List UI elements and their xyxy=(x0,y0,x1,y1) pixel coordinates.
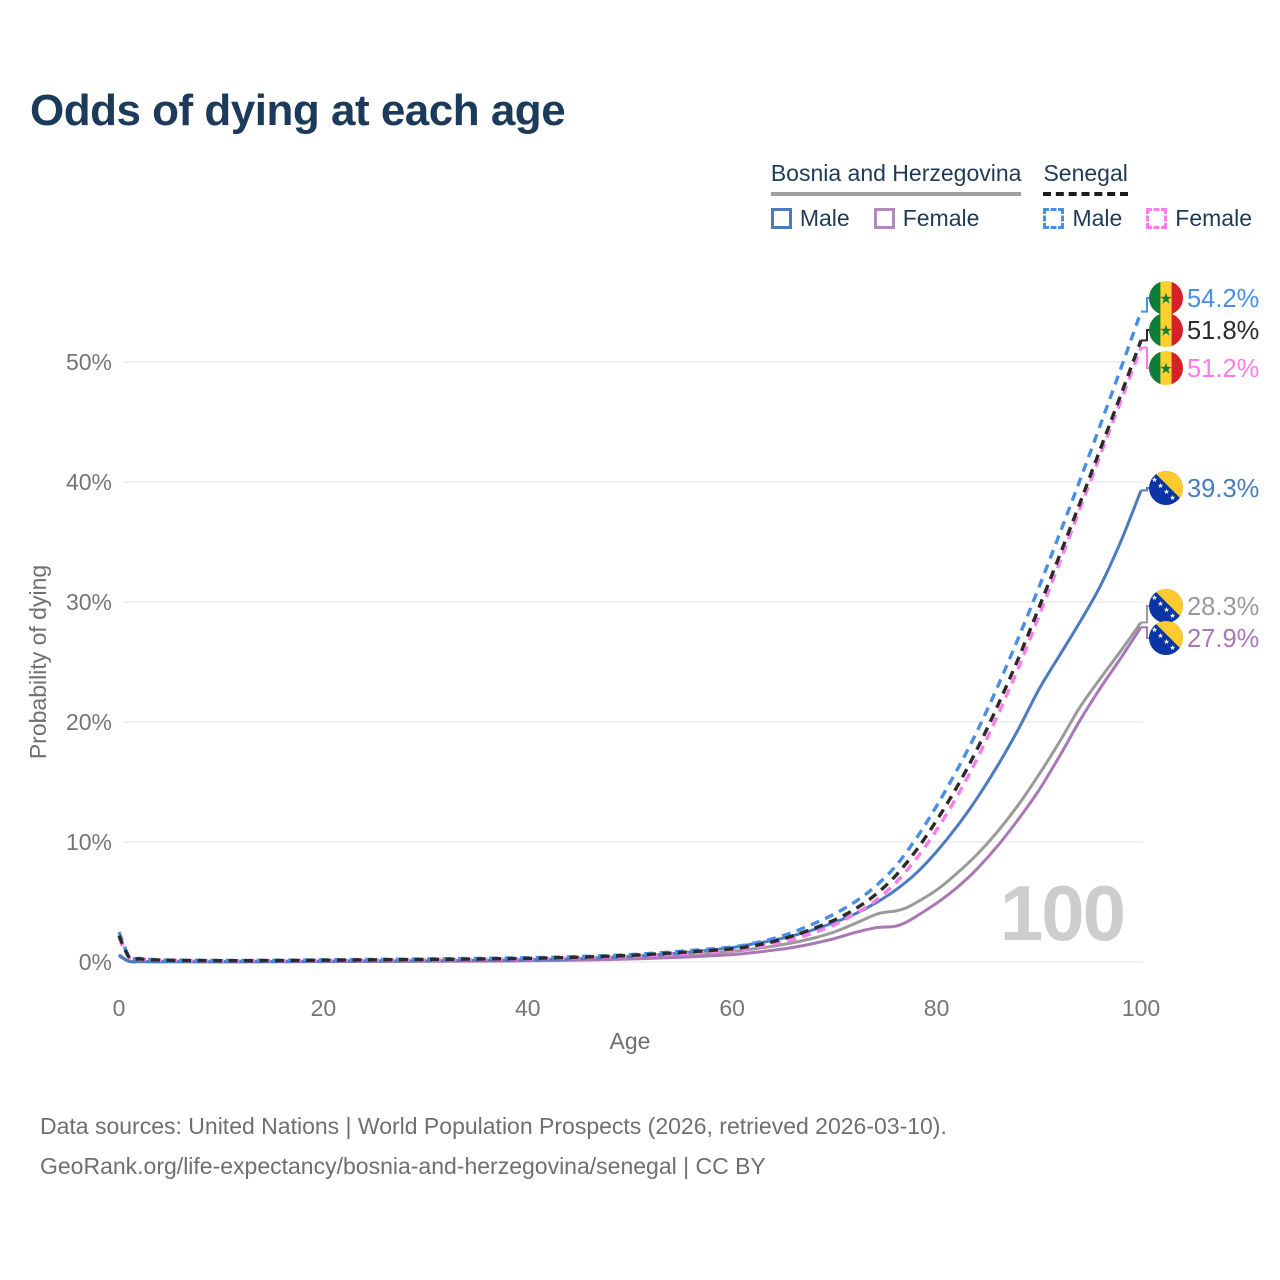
bosnia-flag-icon: ★★★★★ xyxy=(1149,589,1183,623)
flag-star-icon: ★ xyxy=(1159,361,1172,378)
end-value-label-senegal-male: 54.2% xyxy=(1187,285,1259,313)
footer-url-line: GeoRank.org/life-expectancy/bosnia-and-h… xyxy=(40,1153,766,1179)
flag-triangle-yellow xyxy=(1153,471,1183,501)
flag-star-icon: ★ xyxy=(1159,323,1172,340)
y-tick-label: 50% xyxy=(66,349,112,375)
end-value-label-senegal-female: 51.2% xyxy=(1187,355,1259,383)
flag-star-icon: ★ xyxy=(1157,632,1163,640)
x-tick-label: 60 xyxy=(719,995,745,1021)
legend-item-label: Male xyxy=(799,205,850,231)
y-tick-label: 10% xyxy=(66,829,112,855)
flag-star-icon: ★ xyxy=(1157,482,1163,490)
legend-items-row: Male Female xyxy=(1043,205,1252,232)
legend-item-senegal-female[interactable]: Female xyxy=(1146,205,1252,232)
legend: Bosnia and Herzegovina Male Female Senegal M… xyxy=(770,160,1252,232)
legend-swatch-icon xyxy=(873,208,895,229)
flag-star-icon: ★ xyxy=(1159,291,1172,308)
flag-triangle-yellow xyxy=(1153,589,1183,619)
flag-star-icon: ★ xyxy=(1163,638,1169,646)
series-line-bosnia-and-herzegovina-female xyxy=(118,626,1143,964)
series-line-senegal-male xyxy=(117,311,1143,963)
bosnia-flag-shape: ★★★★★ xyxy=(1149,589,1183,623)
legend-group-title[interactable]: Bosnia and Herzegovina xyxy=(770,160,1022,196)
footer: Data sources: United Nations | World Pop… xyxy=(40,1106,947,1186)
flag-star-icon: ★ xyxy=(1151,626,1157,634)
series-line-bosnia-and-herzegovina-male xyxy=(118,489,1143,964)
legend-item-label: Female xyxy=(902,205,980,231)
flag-star-icon: ★ xyxy=(1151,594,1157,602)
end-label-connector xyxy=(1141,487,1150,492)
legend-items-row: Male Female xyxy=(770,205,1022,232)
flag-stripe-green xyxy=(1149,313,1161,347)
x-tick-label: 80 xyxy=(924,995,950,1021)
end-value-label-bosnia-and-herzegovina-both-sexes: 28.3% xyxy=(1187,593,1259,621)
flag-star-icon: ★ xyxy=(1175,500,1181,508)
flag-stripe-green xyxy=(1149,351,1161,385)
flag-star-icon: ★ xyxy=(1151,476,1157,484)
y-tick-label: 30% xyxy=(66,589,112,615)
end-value-label-bosnia-and-herzegovina-male: 39.3% xyxy=(1187,475,1259,503)
legend-item-label: Male xyxy=(1072,205,1123,231)
legend-swatch-icon xyxy=(1146,208,1168,229)
end-value-label-senegal-both-sexes: 51.8% xyxy=(1187,317,1259,345)
footer-source-line: Data sources: United Nations | World Pop… xyxy=(40,1113,947,1139)
flag-stripe-red xyxy=(1171,281,1183,315)
legend-item-label: Female xyxy=(1175,205,1252,231)
bosnia-flag-shape: ★★★★★ xyxy=(1149,621,1183,658)
flag-star-icon: ★ xyxy=(1163,606,1169,614)
y-tick-label: 20% xyxy=(66,709,112,735)
page-title: Odds of dying at each age xyxy=(30,86,566,135)
end-label-connector xyxy=(1141,346,1150,369)
watermark-age-100: 100 xyxy=(1000,869,1124,957)
flag-star-icon: ★ xyxy=(1163,488,1169,496)
flag-star-icon: ★ xyxy=(1169,644,1175,652)
legend-swatch-icon xyxy=(1043,208,1065,229)
senegal-flag-icon: ★ xyxy=(1149,281,1183,315)
y-axis-title: Probability of dying xyxy=(25,565,51,759)
series-line-senegal-both-sexes xyxy=(117,339,1143,963)
x-tick-label: 40 xyxy=(515,995,541,1021)
end-label-connector xyxy=(1141,605,1150,624)
y-tick-label: 40% xyxy=(66,469,112,495)
x-tick-label: 100 xyxy=(1122,995,1160,1021)
x-tick-label: 0 xyxy=(113,995,126,1021)
flag-stripe-red xyxy=(1171,351,1183,385)
legend-group-senegal: Senegal Male Female xyxy=(1043,160,1252,232)
x-tick-label: 20 xyxy=(311,995,337,1021)
senegal-flag-shape: ★ xyxy=(1149,351,1183,385)
legend-group-bosnia-and-herzegovina: Bosnia and Herzegovina Male Female xyxy=(770,160,1022,232)
legend-item-senegal-male[interactable]: Male xyxy=(1043,205,1122,232)
bosnia-flag-icon: ★★★★★ xyxy=(1149,621,1183,658)
legend-item-bosnia-and-herzegovina-male[interactable]: Male xyxy=(770,205,850,232)
senegal-flag-icon: ★ xyxy=(1149,313,1183,347)
senegal-flag-shape: ★ xyxy=(1149,281,1183,315)
end-value-label-bosnia-and-herzegovina-female: 27.9% xyxy=(1187,625,1259,653)
legend-swatch-icon xyxy=(770,208,792,229)
x-axis-title: Age xyxy=(610,1028,651,1054)
end-label-connector xyxy=(1141,329,1150,342)
senegal-flag-icon: ★ xyxy=(1149,351,1183,385)
end-label-connector xyxy=(1141,297,1150,313)
flag-stripe-red xyxy=(1171,313,1183,347)
y-tick-label: 0% xyxy=(79,949,112,975)
flag-star-icon: ★ xyxy=(1169,612,1175,620)
bosnia-flag-icon: ★★★★★ xyxy=(1149,471,1183,508)
bosnia-flag-shape: ★★★★★ xyxy=(1149,471,1183,508)
end-label-connector xyxy=(1141,626,1150,639)
series-line-bosnia-and-herzegovina-both-sexes xyxy=(118,621,1143,964)
legend-group-title[interactable]: Senegal xyxy=(1043,160,1128,196)
series-line-senegal-female xyxy=(117,346,1143,963)
flag-stripe-green xyxy=(1149,281,1161,315)
legend-item-bosnia-and-herzegovina-female[interactable]: Female xyxy=(873,205,980,232)
senegal-flag-shape: ★ xyxy=(1149,313,1183,347)
flag-star-icon: ★ xyxy=(1175,650,1181,658)
flag-star-icon: ★ xyxy=(1157,600,1163,608)
flag-triangle-yellow xyxy=(1153,621,1183,651)
flag-star-icon: ★ xyxy=(1169,494,1175,502)
